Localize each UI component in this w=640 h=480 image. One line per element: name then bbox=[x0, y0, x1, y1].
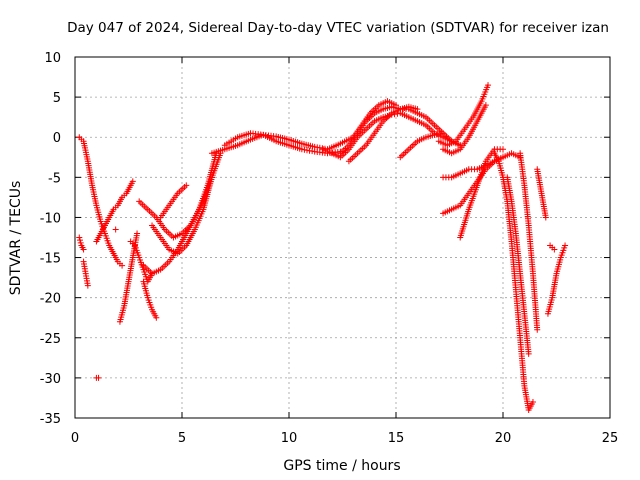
series-arc-z bbox=[517, 150, 541, 333]
data-point bbox=[134, 230, 141, 237]
data-point bbox=[500, 154, 506, 161]
data-point bbox=[393, 102, 399, 109]
plot-frame bbox=[74, 56, 611, 419]
series-arc-m bbox=[221, 130, 344, 157]
series-arc-b bbox=[76, 234, 87, 253]
y-tick-label: 0 bbox=[53, 131, 61, 146]
series-arc-l bbox=[208, 131, 357, 157]
data-point bbox=[208, 174, 215, 181]
data-point bbox=[183, 182, 190, 189]
data-point bbox=[500, 146, 506, 153]
data-point bbox=[542, 214, 549, 221]
data-point bbox=[112, 226, 119, 233]
y-tick-label: -10 bbox=[40, 211, 61, 226]
data-point bbox=[482, 102, 489, 109]
data-point bbox=[562, 242, 569, 249]
x-tick-label: 10 bbox=[281, 431, 298, 446]
data-point bbox=[129, 178, 136, 185]
x-tick-label: 0 bbox=[71, 431, 79, 446]
data-point bbox=[431, 131, 438, 138]
series-arc-cc bbox=[547, 242, 558, 253]
series-arc-s bbox=[435, 82, 492, 149]
data-marks bbox=[76, 82, 569, 413]
data-point bbox=[529, 398, 536, 405]
series-arc-y bbox=[504, 174, 532, 357]
data-point bbox=[119, 262, 126, 269]
data-point bbox=[414, 106, 421, 113]
data-point bbox=[77, 239, 84, 246]
data-point bbox=[525, 350, 532, 357]
y-tick-label: 10 bbox=[44, 51, 61, 66]
series-arc-e bbox=[116, 230, 141, 325]
y-tick-label: -20 bbox=[40, 292, 61, 307]
x-tick-labels: 0 5 10 15 20 25 bbox=[71, 431, 618, 446]
y-tick-label: -35 bbox=[40, 412, 61, 427]
series-arc-j bbox=[149, 174, 215, 257]
data-point bbox=[84, 282, 91, 289]
x-tick-label: 20 bbox=[495, 431, 512, 446]
series-arc-d bbox=[93, 178, 136, 245]
series-arc-i bbox=[140, 150, 224, 277]
x-tick-label: 15 bbox=[388, 431, 405, 446]
data-point bbox=[434, 131, 441, 138]
y-tick-label: -25 bbox=[40, 332, 61, 347]
chart-title: Day 047 of 2024, Sidereal Day-to-day VTE… bbox=[67, 20, 609, 36]
series-arc-aa bbox=[534, 166, 549, 221]
series-arc-bb bbox=[544, 242, 569, 317]
series-arc-q bbox=[350, 98, 399, 141]
data-point bbox=[80, 246, 87, 253]
data-point bbox=[534, 326, 541, 333]
series-arc-t bbox=[440, 102, 489, 157]
y-axis-label: SDTVAR / TECUs bbox=[8, 181, 24, 296]
series-arc-r bbox=[397, 130, 447, 161]
data-point bbox=[551, 246, 558, 253]
x-tick-label: 25 bbox=[602, 431, 619, 446]
y-tick-label: -30 bbox=[40, 372, 61, 387]
series-arc-k bbox=[157, 182, 190, 221]
y-tick-label: -5 bbox=[48, 171, 61, 186]
series-arc-g bbox=[140, 278, 160, 321]
data-point bbox=[76, 234, 83, 241]
series-outliers bbox=[93, 226, 119, 381]
data-point bbox=[153, 314, 160, 321]
x-tick-label: 5 bbox=[178, 431, 186, 446]
series-arc-p bbox=[345, 103, 421, 165]
y-tick-label: -15 bbox=[40, 252, 61, 267]
y-tick-labels: 10 5 0 -5 -10 -15 -20 -25 -30 -35 bbox=[40, 51, 61, 427]
series-arc-v bbox=[440, 154, 506, 217]
data-point bbox=[485, 82, 492, 89]
series-arc-c bbox=[80, 258, 91, 289]
data-point bbox=[440, 130, 447, 137]
data-point bbox=[95, 374, 102, 381]
series-arc-w bbox=[457, 146, 506, 241]
x-axis-label: GPS time / hours bbox=[283, 458, 400, 474]
data-point bbox=[437, 130, 444, 137]
series-arc-x bbox=[491, 150, 536, 413]
data-point bbox=[76, 237, 83, 244]
y-tick-label: 5 bbox=[53, 91, 61, 106]
